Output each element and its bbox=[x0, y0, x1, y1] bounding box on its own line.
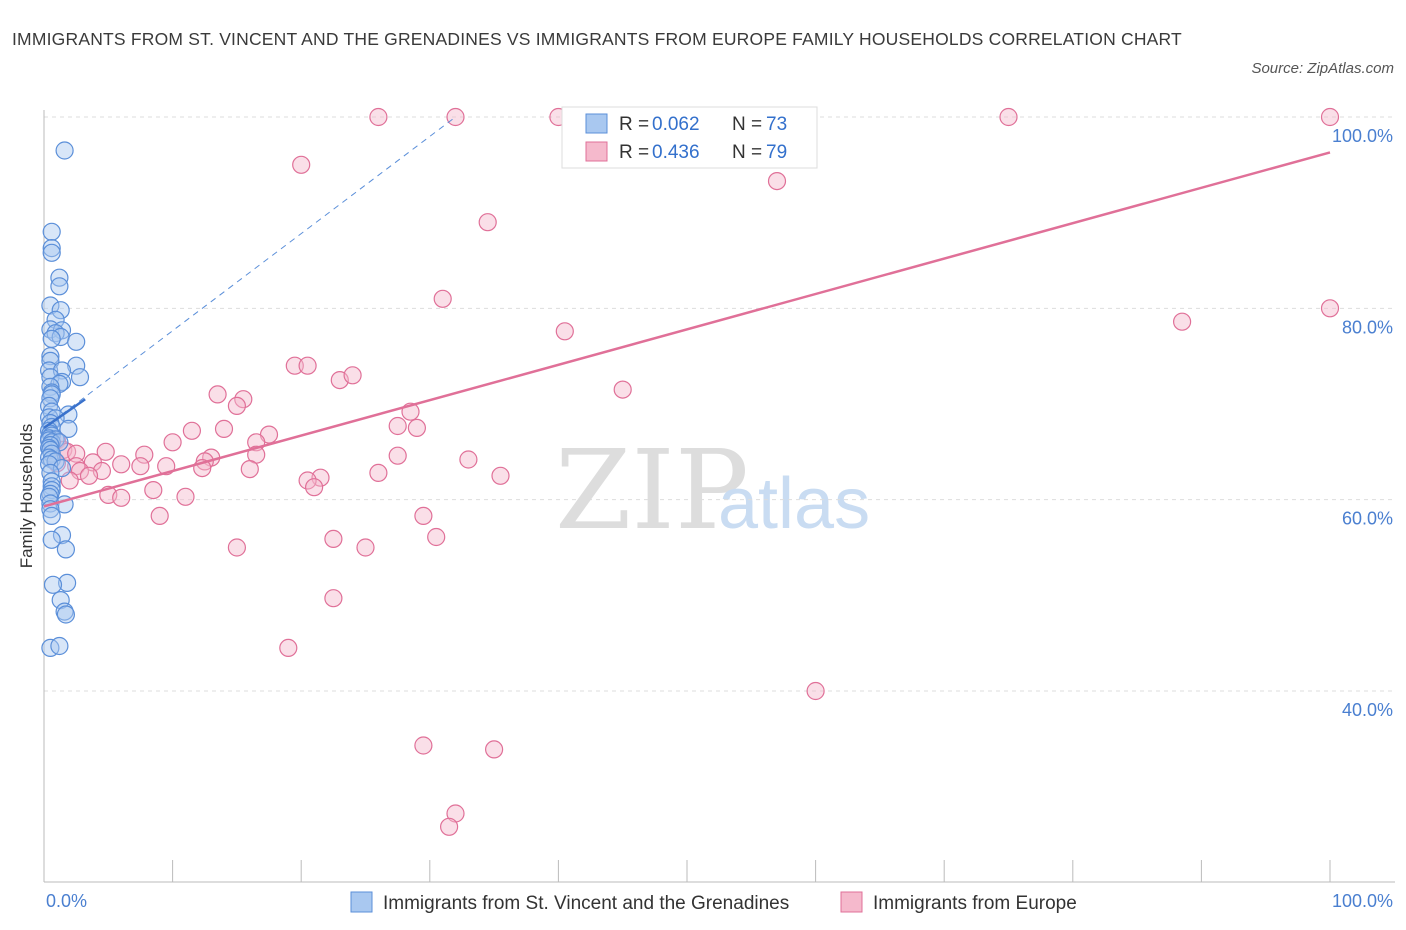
europe-point-53 bbox=[369, 463, 388, 482]
legend-n-label-pink: N = bbox=[732, 142, 762, 163]
europe-point-52 bbox=[79, 466, 99, 485]
europe-point-24 bbox=[407, 418, 426, 437]
europe-point-13 bbox=[555, 322, 574, 341]
europe-point-25 bbox=[214, 419, 234, 438]
europe-point-39 bbox=[388, 446, 407, 465]
legend-r-label-blue: R = bbox=[619, 114, 649, 135]
europe-point-7 bbox=[292, 155, 311, 174]
x-tick-label-min: 0.0% bbox=[46, 891, 87, 911]
europe-point-11 bbox=[1320, 299, 1340, 318]
europe-point-26 bbox=[182, 421, 201, 440]
legend-swatch-pink bbox=[585, 141, 608, 162]
europe-points bbox=[41, 107, 1340, 836]
y-axis-label: Family Households bbox=[17, 424, 36, 569]
europe-point-64 bbox=[414, 506, 433, 526]
y-tick-label-40: 40.0% bbox=[1342, 700, 1393, 720]
series-swatch-europe bbox=[840, 891, 863, 913]
europe-point-1 bbox=[446, 107, 465, 127]
europe-point-43 bbox=[112, 455, 131, 474]
x-tick-label-max: 100.0% bbox=[1332, 891, 1393, 911]
europe-point-75 bbox=[440, 817, 459, 836]
europe-point-62 bbox=[176, 487, 195, 506]
y-axis-tick-labels: 40.0% 60.0% 80.0% 100.0% bbox=[1332, 126, 1393, 720]
stats-legend: R = 0.062 N = 73 R = 0.436 N = 79 bbox=[561, 106, 818, 169]
europe-point-72 bbox=[414, 736, 433, 755]
europe-point-28 bbox=[163, 433, 182, 452]
legend-n-value-pink: 79 bbox=[766, 142, 787, 163]
europe-trend-line bbox=[43, 151, 1331, 508]
europe-point-34 bbox=[67, 444, 86, 463]
europe-point-23 bbox=[388, 416, 407, 436]
europe-point-59 bbox=[144, 481, 163, 500]
europe-point-61 bbox=[112, 488, 131, 507]
europe-point-67 bbox=[227, 538, 246, 557]
europe-point-73 bbox=[485, 740, 504, 759]
legend-r-label-pink: R = bbox=[619, 142, 649, 163]
europe-point-17 bbox=[343, 366, 362, 385]
legend-n-value-blue: 73 bbox=[766, 114, 787, 135]
europe-point-19 bbox=[208, 385, 227, 404]
europe-point-66 bbox=[324, 529, 343, 549]
europe-point-21 bbox=[227, 396, 246, 415]
series-label-europe: Immigrants from Europe bbox=[873, 893, 1077, 914]
legend-r-value-blue: 0.062 bbox=[652, 114, 700, 135]
series-swatch-svg bbox=[350, 891, 373, 913]
watermark-atlas: atlas bbox=[718, 464, 870, 544]
europe-point-63 bbox=[150, 506, 169, 526]
europe-point-40 bbox=[459, 450, 478, 469]
series-legend: Immigrants from St. Vincent and the Gren… bbox=[350, 891, 1077, 914]
europe-point-14 bbox=[285, 356, 304, 375]
europe-point-49 bbox=[240, 460, 259, 479]
europe-point-69 bbox=[324, 589, 343, 608]
europe-point-55 bbox=[491, 466, 510, 485]
europe-point-36 bbox=[135, 445, 154, 464]
europe-point-6 bbox=[1320, 107, 1340, 127]
europe-point-65 bbox=[427, 527, 446, 547]
chart-title: IMMIGRANTS FROM ST. VINCENT AND THE GREN… bbox=[12, 29, 1182, 49]
y-tick-label-100: 100.0% bbox=[1332, 126, 1393, 146]
x-axis-ticks bbox=[172, 860, 1331, 882]
svg-points bbox=[39, 141, 90, 658]
svg-trend-line bbox=[43, 398, 86, 429]
trend-lines bbox=[43, 116, 1331, 508]
europe-point-70 bbox=[279, 638, 298, 658]
europe-point-46 bbox=[131, 457, 150, 476]
europe-point-71 bbox=[806, 681, 825, 701]
europe-point-9 bbox=[478, 213, 497, 232]
europe-point-58 bbox=[305, 478, 324, 497]
europe-point-0 bbox=[369, 107, 388, 127]
legend-r-value-pink: 0.436 bbox=[652, 142, 700, 163]
y-tick-label-80: 80.0% bbox=[1342, 317, 1393, 337]
europe-point-68 bbox=[356, 538, 375, 557]
europe-point-15 bbox=[298, 356, 317, 375]
watermark-zip: ZIP bbox=[555, 426, 749, 554]
europe-point-18 bbox=[613, 380, 632, 399]
europe-point-5 bbox=[999, 107, 1018, 127]
series-label-svg: Immigrants from St. Vincent and the Gren… bbox=[383, 893, 789, 914]
europe-point-56 bbox=[298, 471, 317, 490]
source-label: Source: ZipAtlas.com bbox=[1251, 60, 1394, 77]
legend-n-label-blue: N = bbox=[732, 114, 762, 135]
svg-trend-extended bbox=[43, 116, 456, 429]
legend-swatch-blue bbox=[585, 113, 608, 134]
europe-point-35 bbox=[96, 442, 115, 461]
europe-point-20 bbox=[234, 390, 253, 409]
europe-point-12 bbox=[1172, 312, 1192, 331]
europe-point-8 bbox=[767, 172, 787, 191]
europe-point-10 bbox=[433, 289, 452, 308]
y-tick-label-60: 60.0% bbox=[1342, 509, 1393, 529]
